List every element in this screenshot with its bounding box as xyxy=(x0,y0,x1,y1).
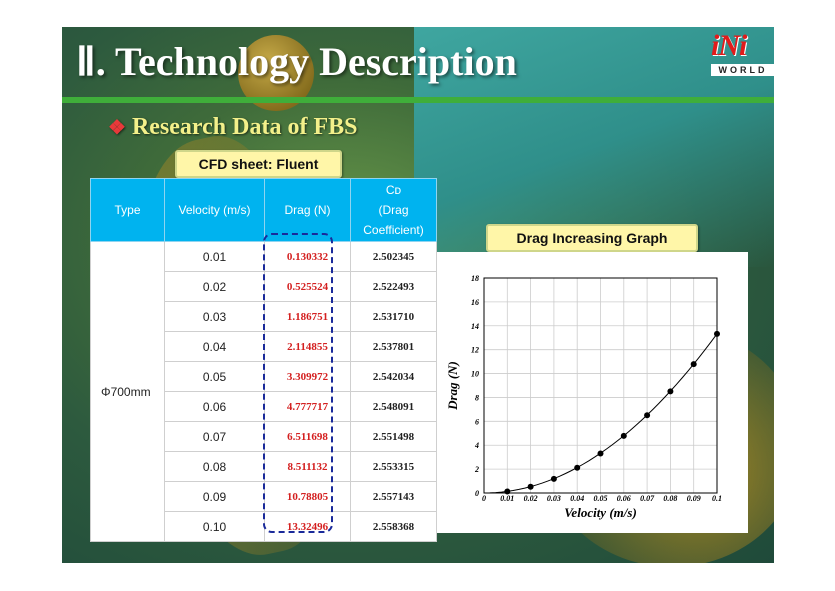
cd-cell: 2.553315 xyxy=(350,451,437,482)
velocity-cell: 0.01 xyxy=(164,241,265,272)
y-tick-label: 12 xyxy=(471,346,479,355)
cd-cell: 2.542034 xyxy=(350,361,437,392)
logo-subtext: WORLD xyxy=(711,64,775,76)
x-tick-label: 0.01 xyxy=(500,494,514,503)
table-row: 0.08 8.511132 2.553315 xyxy=(91,451,437,482)
velocity-cell: 0.08 xyxy=(164,451,265,482)
y-tick-label: 8 xyxy=(475,393,479,402)
cd-cell: 2.548091 xyxy=(350,391,437,422)
table-row: 0.02 0.525524 2.522493 xyxy=(91,271,437,302)
header-type: Type xyxy=(90,178,165,242)
drag-cell: 0.525524 xyxy=(264,271,351,302)
chart-svg: 0 2 4 6 8 10 12 14 16 18 0 0.01 0.02 0.03 0.04 0.05 0.06… xyxy=(445,274,722,520)
x-tick-label: 0.03 xyxy=(547,494,561,503)
drag-cell: 8.511132 xyxy=(264,451,351,482)
x-tick-label: 0.09 xyxy=(687,494,701,503)
header-drag-coefficient: Cᴅ (Drag Coefficient) xyxy=(350,178,437,242)
data-point xyxy=(527,483,534,490)
cd-cell: 2.551498 xyxy=(350,421,437,452)
subtitle-text: Research Data of FBS xyxy=(131,114,358,140)
y-tick-label: 0 xyxy=(475,489,479,498)
y-tick-label: 10 xyxy=(471,370,479,379)
title-divider xyxy=(62,97,774,103)
cd-cell: 2.522493 xyxy=(350,271,437,302)
x-tick-label: 0.1 xyxy=(712,494,722,503)
cfd-sheet-label: CFD sheet: Fluent xyxy=(175,150,342,178)
header-velocity: Velocity (m/s) xyxy=(164,178,265,242)
x-tick-label: 0.07 xyxy=(640,494,655,503)
cd-cell: 2.531710 xyxy=(350,301,437,332)
x-tick-label: 0.06 xyxy=(617,494,631,503)
y-tick-label: 18 xyxy=(471,274,479,283)
drag-cell: 0.130332 xyxy=(264,241,351,272)
data-point xyxy=(574,464,581,471)
drag-cell: 3.309972 xyxy=(264,361,351,392)
x-tick-label: 0.02 xyxy=(524,494,538,503)
table-row: 0.05 3.309972 2.542034 xyxy=(91,361,437,392)
logo-text: iNi xyxy=(711,29,747,62)
y-tick-label: 4 xyxy=(474,441,479,450)
velocity-cell: 0.06 xyxy=(164,391,265,422)
velocity-cell: 0.10 xyxy=(164,511,265,542)
cd-symbol: Cᴅ xyxy=(385,183,402,197)
header-drag: Drag (N) xyxy=(264,178,351,242)
table-row: 0.04 2.114855 2.537801 xyxy=(91,331,437,362)
x-tick-label: 0.05 xyxy=(594,494,608,503)
velocity-cell: 0.03 xyxy=(164,301,265,332)
table-row: Φ700mm 0.01 0.130332 2.502345 xyxy=(90,241,437,542)
velocity-cell: 0.07 xyxy=(164,421,265,452)
velocity-cell: 0.04 xyxy=(164,331,265,362)
velocity-cell: 0.09 xyxy=(164,481,265,512)
cd-cell: 2.537801 xyxy=(350,331,437,362)
y-tick-label: 14 xyxy=(471,322,479,331)
y-tick-label: 2 xyxy=(474,465,479,474)
velocity-cell: 0.05 xyxy=(164,361,265,392)
diamond-bullet-icon: ❖ xyxy=(108,117,126,139)
drag-chart: 0 2 4 6 8 10 12 14 16 18 0 0.01 0.02 0.03 0.04 0.05 0.06… xyxy=(437,252,748,533)
y-axis-label: Drag (N) xyxy=(445,361,460,411)
data-point xyxy=(714,330,720,337)
section-subtitle: ❖ Research Data of FBS xyxy=(108,114,357,141)
cd-cell: 2.558368 xyxy=(350,511,437,542)
plot-frame xyxy=(483,277,718,494)
drag-cell: 13.32496 xyxy=(264,511,351,542)
data-point xyxy=(667,388,674,395)
x-tick-label: 0.08 xyxy=(663,494,677,503)
cd-cell: 2.557143 xyxy=(350,481,437,512)
x-axis-label: Velocity (m/s) xyxy=(564,505,637,520)
data-point xyxy=(550,475,557,482)
y-tick-label: 6 xyxy=(475,417,479,426)
drag-cell: 10.78805 xyxy=(264,481,351,512)
cd-text: (Drag Coefficient) xyxy=(363,203,424,237)
velocity-cell: 0.02 xyxy=(164,271,265,302)
data-point xyxy=(620,432,627,439)
table-row: 0.10 13.32496 2.558368 xyxy=(91,511,437,542)
x-tick-label: 0 xyxy=(482,494,486,503)
company-logo: iNi WORLD xyxy=(711,28,775,84)
drag-highlight-box xyxy=(263,233,333,533)
drag-cell: 4.777717 xyxy=(264,391,351,422)
data-point xyxy=(690,361,697,368)
y-tick-label: 16 xyxy=(471,298,479,307)
data-point xyxy=(644,412,651,419)
graph-label: Drag Increasing Graph xyxy=(486,224,698,252)
type-cell: Φ700mm xyxy=(90,241,165,542)
page-title: Ⅱ. Technology Description xyxy=(76,39,517,84)
data-point xyxy=(504,488,511,495)
cd-cell: 2.502345 xyxy=(350,241,437,272)
data-point xyxy=(597,450,604,457)
x-tick-label: 0.04 xyxy=(570,494,584,503)
